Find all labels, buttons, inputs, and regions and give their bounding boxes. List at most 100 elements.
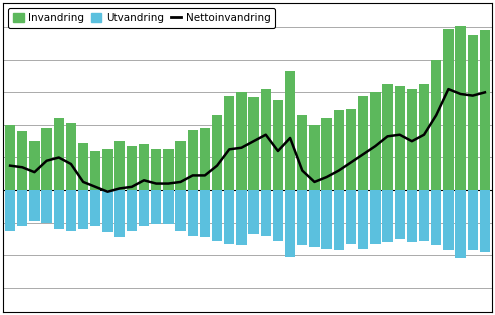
Bar (188, 130, 198, 190)
Bar (53, 118, 64, 190)
Bar (260, 190, 271, 236)
Bar (66, 123, 76, 190)
Bar (407, 89, 417, 190)
Bar (468, 35, 478, 190)
Line: Nettoinvandring: Nettoinvandring (10, 89, 485, 192)
Bar (260, 89, 271, 190)
Bar (78, 143, 88, 190)
Bar (346, 109, 356, 190)
Bar (17, 190, 27, 226)
Bar (285, 71, 296, 190)
Bar (188, 190, 198, 236)
Bar (248, 97, 259, 190)
Legend: Invandring, Utvandring, Nettoinvandring: Invandring, Utvandring, Nettoinvandring (8, 8, 276, 28)
Bar (139, 190, 149, 226)
Nettoinvandring (287, 136, 293, 140)
Nettoinvandring (32, 170, 38, 174)
Bar (236, 92, 247, 190)
Bar (163, 149, 174, 190)
Nettoinvandring (214, 164, 220, 168)
Nettoinvandring (348, 161, 354, 164)
Bar (127, 190, 137, 231)
Bar (346, 190, 356, 244)
Nettoinvandring (250, 139, 256, 143)
Nettoinvandring (299, 169, 305, 172)
Nettoinvandring (409, 139, 415, 143)
Nettoinvandring (457, 92, 463, 96)
Bar (419, 84, 429, 190)
Bar (139, 145, 149, 190)
Bar (102, 190, 113, 232)
Bar (297, 115, 307, 190)
Bar (5, 125, 15, 190)
Bar (273, 100, 283, 190)
Nettoinvandring (117, 186, 123, 190)
Nettoinvandring (165, 182, 171, 186)
Bar (127, 146, 137, 190)
Bar (395, 86, 405, 190)
Nettoinvandring (275, 149, 281, 153)
Bar (90, 190, 100, 226)
Bar (309, 190, 320, 247)
Bar (443, 29, 453, 190)
Nettoinvandring (153, 182, 159, 186)
Bar (321, 190, 332, 249)
Bar (443, 190, 453, 250)
Bar (455, 190, 466, 259)
Nettoinvandring (129, 185, 135, 189)
Bar (382, 190, 393, 242)
Bar (407, 190, 417, 242)
Bar (151, 190, 161, 224)
Nettoinvandring (19, 165, 25, 169)
Bar (199, 190, 210, 237)
Nettoinvandring (482, 90, 488, 94)
Bar (163, 190, 174, 224)
Bar (480, 31, 490, 190)
Bar (309, 125, 320, 190)
Bar (42, 190, 52, 223)
Nettoinvandring (263, 133, 269, 137)
Bar (29, 141, 40, 190)
Bar (175, 190, 186, 231)
Bar (297, 190, 307, 245)
Nettoinvandring (44, 159, 50, 163)
Bar (66, 190, 76, 231)
Bar (114, 190, 125, 237)
Nettoinvandring (80, 180, 86, 184)
Bar (285, 190, 296, 257)
Bar (395, 190, 405, 239)
Nettoinvandring (421, 133, 427, 137)
Bar (455, 26, 466, 190)
Nettoinvandring (7, 164, 13, 168)
Bar (358, 190, 368, 249)
Nettoinvandring (68, 162, 74, 166)
Nettoinvandring (226, 147, 232, 151)
Bar (212, 190, 222, 241)
Bar (42, 128, 52, 190)
Bar (334, 110, 344, 190)
Bar (5, 190, 15, 231)
Bar (419, 190, 429, 241)
Bar (370, 92, 381, 190)
Nettoinvandring (433, 113, 439, 117)
Nettoinvandring (360, 152, 366, 156)
Nettoinvandring (93, 185, 99, 189)
Nettoinvandring (324, 175, 330, 179)
Nettoinvandring (385, 135, 391, 138)
Nettoinvandring (470, 94, 476, 98)
Bar (17, 131, 27, 190)
Nettoinvandring (446, 87, 451, 91)
Nettoinvandring (311, 180, 317, 184)
Bar (236, 190, 247, 245)
Bar (175, 141, 186, 190)
Nettoinvandring (56, 156, 62, 159)
Nettoinvandring (141, 178, 147, 182)
Nettoinvandring (396, 133, 402, 137)
Bar (358, 96, 368, 190)
Nettoinvandring (336, 169, 342, 172)
Bar (78, 190, 88, 229)
Bar (53, 190, 64, 229)
Bar (102, 149, 113, 190)
Bar (468, 190, 478, 250)
Bar (321, 118, 332, 190)
